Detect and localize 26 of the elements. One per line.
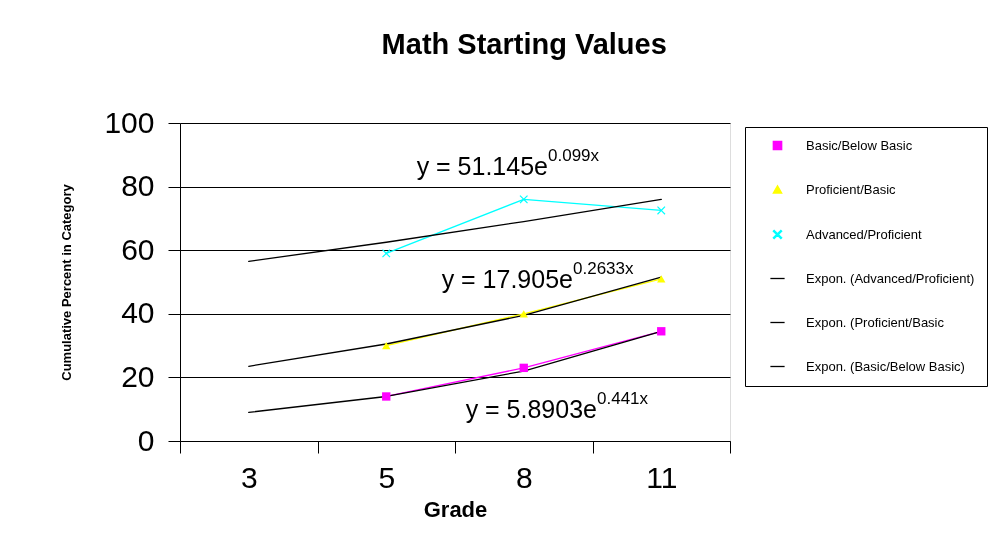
x-tick-label: 3 [240, 460, 258, 494]
point [657, 206, 666, 215]
y-tick-label: 100 [104, 105, 155, 139]
x-tick-label: 11 [646, 460, 678, 494]
y-tick-label: 40 [121, 296, 155, 330]
point [657, 327, 666, 336]
legend-label: Advanced/Proficient [806, 226, 923, 242]
x-axis-title: Grade [423, 496, 488, 522]
legend-label: Proficient/Basic [806, 181, 897, 197]
y-tick-label: 0 [137, 423, 155, 457]
legend-label: Expon. (Basic/Below Basic) [806, 358, 965, 374]
point [519, 363, 528, 373]
x-tick-label: 8 [515, 460, 533, 494]
point [382, 392, 391, 401]
point [519, 310, 528, 318]
y-tick-label: 20 [121, 359, 155, 393]
y-tick-label: 80 [121, 169, 155, 203]
point [657, 275, 666, 283]
legend-label: Expon. (Proficient/Basic [806, 314, 945, 330]
point [382, 341, 391, 350]
x-tick-label: 5 [378, 460, 396, 494]
chart-title: Math Starting Values [381, 28, 667, 60]
y-axis-title: Cumulative Percent in Category [59, 183, 75, 381]
legend-label: Basic/Below Basic [806, 137, 913, 153]
y-tick-label: 60 [121, 232, 155, 266]
legend-label: Expon. (Advanced/Proficient) [806, 270, 975, 286]
